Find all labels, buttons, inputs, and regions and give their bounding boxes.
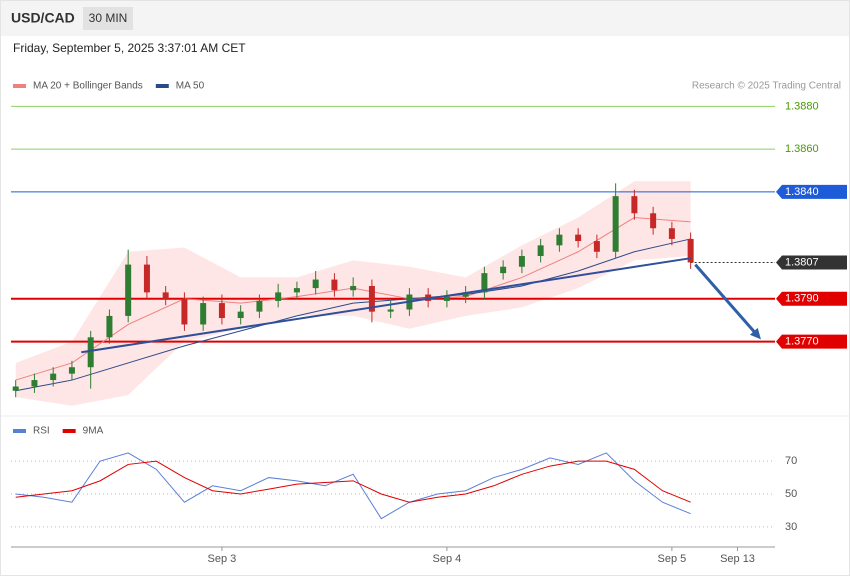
candle-body <box>443 296 450 301</box>
legend-label: RSI <box>33 426 50 437</box>
moving-average <box>15 238 691 392</box>
candle-body <box>275 292 282 301</box>
interval[interactable]: 30 MIN <box>89 11 128 25</box>
candle-body <box>612 196 619 252</box>
candle-body <box>500 266 507 274</box>
candle-body <box>125 264 132 316</box>
symbol: USD/CAD <box>11 10 75 26</box>
candle-body <box>350 285 357 291</box>
timestamp: Friday, September 5, 2025 3:37:01 AM CET <box>13 41 246 55</box>
candle-body <box>556 234 563 246</box>
level-badge <box>776 255 847 270</box>
level-label: 1.3807 <box>785 256 819 268</box>
candle-body <box>50 373 57 381</box>
legend-swatch <box>13 84 26 88</box>
level-label: 1.3770 <box>785 335 819 347</box>
legend-label: MA 20 + Bollinger Bands <box>33 81 143 92</box>
candle-body <box>106 315 113 338</box>
candle-body <box>631 196 638 214</box>
candle-body <box>387 309 394 312</box>
candle-body <box>312 279 319 289</box>
rsi-line <box>15 460 691 503</box>
candle-body <box>331 279 338 291</box>
candle-body <box>368 285 375 312</box>
x-tick-label: Sep 4 <box>433 553 462 565</box>
candle-body <box>68 367 75 374</box>
candle-body <box>237 311 244 319</box>
level-badge <box>776 334 847 349</box>
level-badge <box>776 291 847 306</box>
candle-body <box>687 238 694 263</box>
rsi-line <box>15 452 691 520</box>
y-tick-label: 30 <box>785 521 797 533</box>
legend-label: 9MA <box>83 426 104 437</box>
legend-swatch <box>13 429 26 433</box>
trendline <box>81 257 691 354</box>
y-tick-label: 70 <box>785 455 797 467</box>
x-tick-label: Sep 13 <box>720 553 755 565</box>
level-label: 1.3840 <box>785 186 819 198</box>
y-tick-label: 50 <box>785 488 797 500</box>
candle-body <box>12 386 19 391</box>
candle-body <box>87 337 94 368</box>
candle-body <box>218 303 225 319</box>
candle-body <box>293 288 300 293</box>
candle-body <box>668 228 675 239</box>
header-bar <box>1 1 849 36</box>
candle-body <box>181 298 188 325</box>
candle-body <box>462 292 469 297</box>
candle-body <box>162 292 169 299</box>
candle-body <box>200 303 207 325</box>
candle-body <box>256 300 263 312</box>
legend-swatch <box>155 84 169 88</box>
candle-body <box>593 241 600 252</box>
forecast-arrowhead <box>749 327 761 340</box>
level-label: 1.3790 <box>785 293 819 305</box>
candle-body <box>31 380 38 387</box>
candle-body <box>575 234 582 242</box>
candle-body <box>650 213 657 229</box>
credit: Research © 2025 Trading Central <box>692 81 841 92</box>
candle-body <box>481 273 488 293</box>
candle-body <box>143 264 150 293</box>
candle-body <box>518 256 525 267</box>
interval-box[interactable] <box>83 7 133 30</box>
candle-body <box>537 245 544 257</box>
x-tick-label: Sep 3 <box>208 553 237 565</box>
level-badge <box>776 184 847 199</box>
level-label: 1.3860 <box>785 143 819 155</box>
level-label: 1.3880 <box>785 100 819 112</box>
x-tick-label: Sep 5 <box>658 553 687 565</box>
legend-label: MA 50 <box>176 81 205 92</box>
legend-swatch <box>62 429 76 433</box>
forecast-arrow <box>694 263 759 336</box>
